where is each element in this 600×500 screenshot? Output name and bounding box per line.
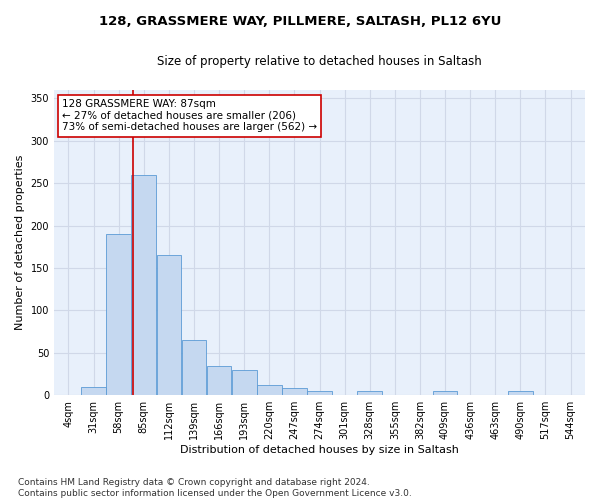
Bar [257,385,281,395]
Title: Size of property relative to detached houses in Saltash: Size of property relative to detached ho… [157,55,482,68]
Bar [307,391,332,395]
Y-axis label: Number of detached properties: Number of detached properties [15,155,25,330]
Bar [232,370,257,395]
Text: 128 GRASSMERE WAY: 87sqm
← 27% of detached houses are smaller (206)
73% of semi-: 128 GRASSMERE WAY: 87sqm ← 27% of detach… [62,99,317,132]
Bar [131,175,156,395]
Bar [207,366,232,395]
Bar [157,256,181,395]
Bar [358,391,382,395]
Bar [182,340,206,395]
Text: 128, GRASSMERE WAY, PILLMERE, SALTASH, PL12 6YU: 128, GRASSMERE WAY, PILLMERE, SALTASH, P… [99,15,501,28]
Bar [433,391,457,395]
X-axis label: Distribution of detached houses by size in Saltash: Distribution of detached houses by size … [180,445,459,455]
Bar [508,391,533,395]
Bar [106,234,131,395]
Text: Contains HM Land Registry data © Crown copyright and database right 2024.
Contai: Contains HM Land Registry data © Crown c… [18,478,412,498]
Bar [81,386,106,395]
Bar [282,388,307,395]
